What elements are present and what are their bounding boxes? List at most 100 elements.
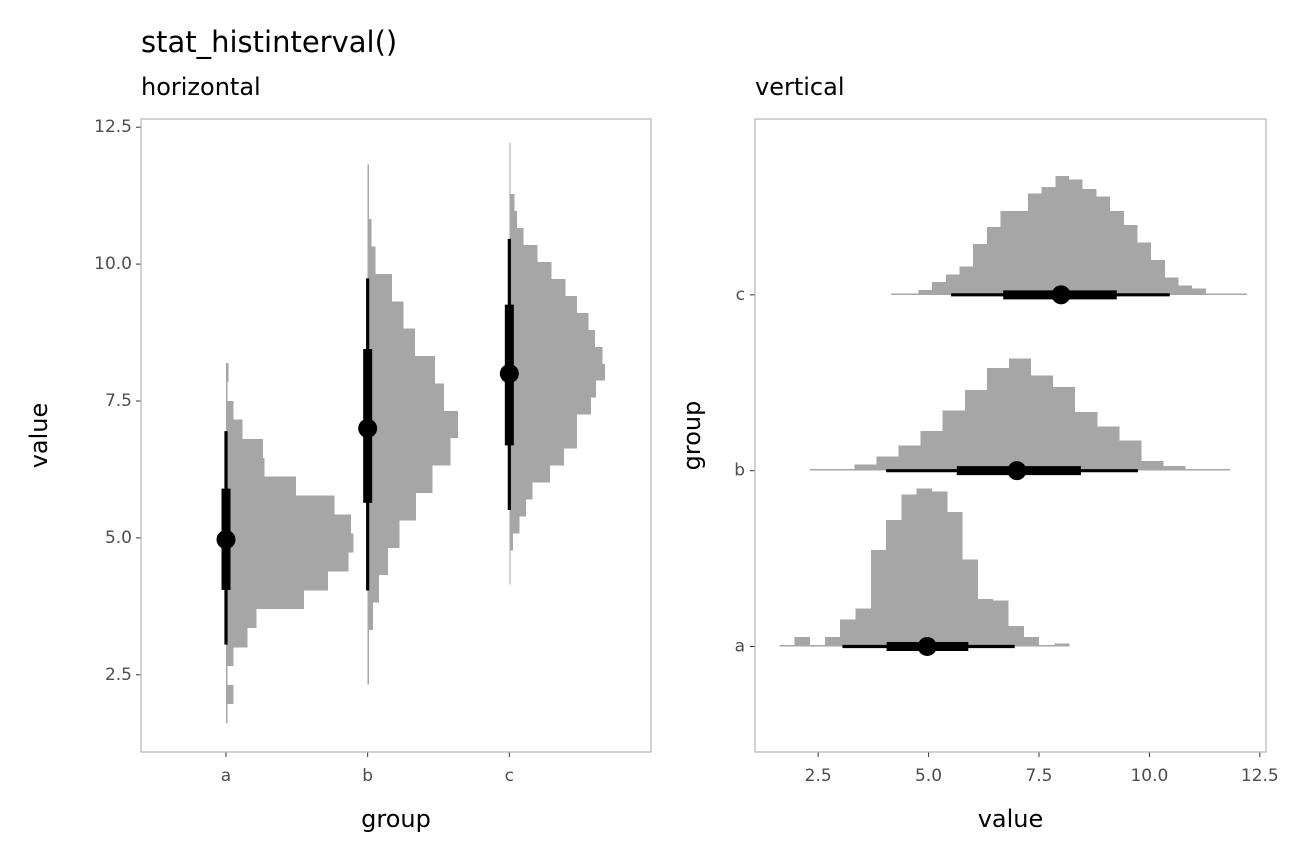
subtitle: vertical [755, 73, 844, 101]
slab-bin [1096, 196, 1111, 295]
y-tick-label: 5.0 [105, 528, 132, 548]
x-tick-label: 10.0 [1130, 766, 1168, 786]
slab-bin [809, 644, 826, 647]
slab-bin [891, 293, 905, 295]
slab-bin [509, 312, 589, 330]
slab-bin [920, 431, 943, 471]
slab-bin [1163, 465, 1186, 471]
slab-bin [226, 571, 328, 591]
x-axis-title: group [361, 805, 431, 833]
slab-bin [1178, 285, 1193, 295]
slab-bin [509, 482, 533, 500]
slab-bin [367, 410, 459, 439]
slab-bin [226, 457, 265, 477]
slab-bin [367, 602, 373, 630]
slab-bin [367, 219, 372, 247]
slab-bin [509, 346, 603, 364]
slab-bin [367, 328, 415, 357]
slab-bin [509, 363, 605, 381]
y-tick-label: 12.5 [94, 117, 132, 137]
slab-bin [1023, 637, 1039, 647]
slab-bin [509, 499, 526, 517]
slab-bin [509, 414, 577, 432]
slab-bin [509, 160, 511, 178]
slab-bin [226, 552, 349, 572]
slab-bin [509, 448, 565, 466]
x-tick-label: 7.5 [1025, 766, 1052, 786]
slab-bin [932, 282, 946, 295]
slab-bin [1119, 440, 1142, 471]
slab-bin [810, 469, 833, 471]
x-axis-title: value [978, 805, 1044, 833]
slab-bin [1069, 179, 1083, 295]
slab-bin [1207, 469, 1230, 471]
slab-bin [226, 703, 228, 723]
slab-bin [509, 533, 514, 551]
slab-bin [1008, 625, 1024, 647]
y-tick-label: 10.0 [94, 254, 132, 274]
slab-bin [367, 301, 404, 329]
subtitle: horizontal [141, 73, 261, 101]
slab-bin [962, 559, 979, 647]
slab-bin [367, 575, 380, 603]
slab-bin [509, 380, 597, 398]
y-axis-title: group [678, 401, 706, 471]
slab-bin [1219, 293, 1234, 295]
panel-border [754, 118, 1267, 753]
slab-bin [993, 600, 1009, 647]
slab-bin [1192, 288, 1206, 295]
slab-bin [226, 514, 351, 534]
y-axis-title: value [25, 403, 53, 469]
x-tick-label: a [221, 766, 231, 786]
slab-bin [886, 519, 902, 647]
slab-bin [1097, 426, 1120, 471]
slab-bin [1233, 293, 1248, 295]
slab-bin [1110, 210, 1124, 295]
slab-bin [509, 516, 520, 534]
x-tick-label: 12.5 [1241, 766, 1279, 786]
slab-bin [832, 469, 855, 471]
slab-bin [226, 438, 263, 458]
slab-bin [509, 227, 524, 245]
point [499, 364, 519, 384]
slab-bin [367, 191, 369, 220]
slab-bin [779, 644, 795, 647]
slab-bin [1053, 386, 1076, 471]
slab-bin [1008, 358, 1032, 471]
slab-bin [1185, 469, 1208, 471]
slab-bin [226, 685, 234, 704]
slab-bin [916, 488, 933, 647]
point [358, 418, 378, 438]
slab-bin [509, 194, 515, 211]
slab-bin [367, 383, 445, 411]
slab-bin [509, 295, 577, 313]
slab-bin [1075, 412, 1098, 471]
slab-bin [942, 410, 965, 471]
slab-bin [1141, 461, 1164, 471]
slab-bin [918, 290, 933, 295]
slab-bin [959, 266, 974, 295]
slab-bin [509, 210, 517, 228]
slab-bin [1054, 643, 1070, 647]
slab-bin [876, 456, 899, 471]
slab-bin [1014, 210, 1028, 295]
y-tick-label: a [735, 637, 745, 657]
point [917, 637, 937, 656]
slab-bin [978, 599, 994, 647]
y-tick-label: 7.5 [105, 391, 132, 411]
slab-bin [840, 619, 856, 647]
slab-bin [973, 244, 987, 295]
slab-bin [226, 609, 257, 629]
x-tick-label: c [505, 766, 514, 786]
slab-bin [1000, 210, 1015, 295]
slab-bin [871, 549, 887, 647]
y-tick-label: b [734, 461, 745, 481]
point [216, 530, 236, 550]
slab-bin [1038, 644, 1055, 647]
slab-bin [367, 465, 433, 493]
slab-bin [794, 637, 810, 647]
slab-bin [945, 274, 960, 295]
slab-bin [854, 464, 877, 471]
slab-bin [226, 419, 243, 439]
